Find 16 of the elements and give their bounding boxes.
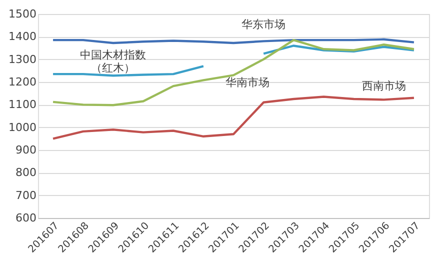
- y-tick-label: 1200: [8, 76, 36, 88]
- line-series: [52, 96, 416, 140]
- line-series: [52, 38, 416, 106]
- y-tick-label: 1400: [8, 30, 36, 44]
- series-label: 中国木材指数（红木）: [80, 48, 146, 75]
- y-tick-label: 600: [16, 212, 36, 224]
- y-tick-label: 900: [16, 144, 36, 156]
- y-tick-label: 1100: [8, 98, 36, 112]
- series-label: 华南市场: [226, 76, 270, 90]
- y-tick-label: 1300: [8, 52, 36, 66]
- y-tick-label: 1000: [8, 120, 36, 134]
- y-tick-label: 800: [16, 166, 36, 180]
- y-tick-label: 1500: [8, 8, 36, 20]
- series-label: 华东市场: [242, 18, 286, 32]
- series-label: 西南市场: [362, 80, 406, 93]
- y-tick-label: 700: [16, 188, 36, 202]
